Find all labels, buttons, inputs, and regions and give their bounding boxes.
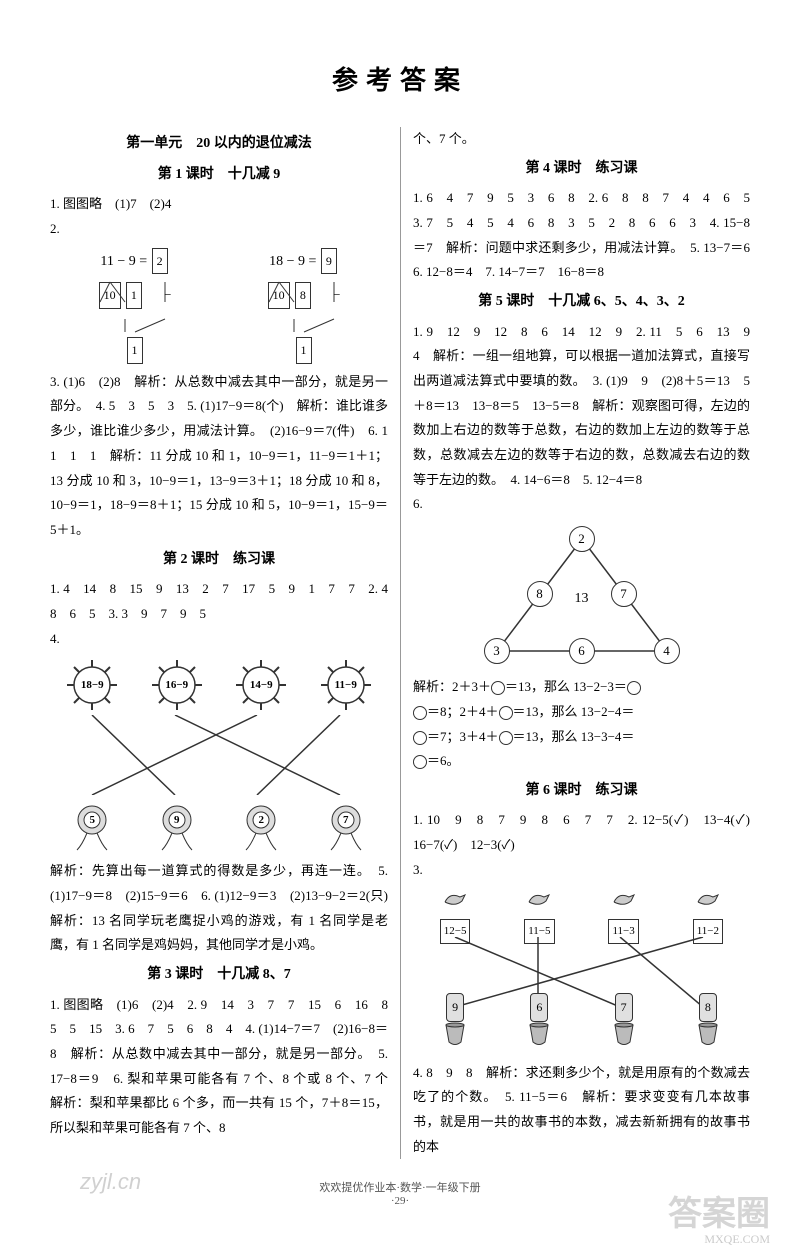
blank-circle [413,755,427,769]
lesson5-title: 第 5 课时 十几减 6、5、4、3、2 [413,289,750,316]
tri-ml: 8 [527,581,553,607]
page-title: 参考答案 [50,60,750,97]
flower-top-3: 11−9 [316,655,376,715]
l5-text2: 解析：2＋3＋＝13，那么 13−2−3＝ ＝8；2＋4＋＝13，那么 13−2… [413,675,750,774]
tri-center: 13 [569,586,595,612]
tri-bm: 6 [569,638,595,664]
watermark-logo: 答案圈 [668,1186,770,1235]
bird-icon [609,887,639,909]
cup-2: 7 [594,993,654,1056]
l2-q1: 1. 4 14 8 15 9 13 2 7 17 5 9 1 7 7 2. 4 … [50,577,388,626]
blank-circle [627,681,641,695]
bird-0: 12−5 [425,887,485,945]
watermark-zyjl: zyjl.cn [80,1169,141,1195]
l3-text: 1. 图图略 (1)6 (2)4 2. 9 14 3 7 7 15 6 16 8… [50,993,388,1141]
bird-2: 11−3 [594,887,654,945]
tree1: 11 − 9 = 2 10 1 − [90,248,180,364]
bird-row: 12−5 11−5 11−3 11−2 [413,887,750,945]
lesson6-title: 第 6 课时 练习课 [413,778,750,805]
cup-0: 9 [425,993,485,1056]
cup-3: 8 [678,993,738,1056]
flower-bot-1: 9 [147,795,207,855]
bird-cup-diagram: 12−5 11−5 11−3 11−2 [413,887,750,1057]
cup-icon [607,1022,641,1048]
tri-br: 4 [654,638,680,664]
blank-circle [499,706,513,720]
l6-q3-label: 3. [413,858,750,883]
subtraction-diagram: 11 − 9 = 2 10 1 − [50,248,388,364]
footer: 欢欢提优作业本·数学·一年级下册 ·29· [50,1179,750,1207]
bird-icon [693,887,723,909]
r-top: 个、7 个。 [413,127,750,152]
page: 参考答案 第一单元 20 以内的退位减法 第 1 课时 十几减 9 1. 图图略… [0,0,800,1255]
flower-top-row: 18−9 16−9 14−9 11−9 [50,655,388,715]
l6-text1: 1. 10 9 8 7 9 8 6 7 7 2. 12−5(✓) 13−4(✓)… [413,808,750,857]
blank-circle [413,706,427,720]
lesson1-title: 第 1 课时 十几减 9 [50,162,388,189]
tri-mr: 7 [611,581,637,607]
lesson2-title: 第 2 课时 练习课 [50,547,388,574]
cup-icon [522,1022,556,1048]
l2-text: 解析：先算出每一道算式的得数是多少，再连一连。 5. (1)17−9＝8 (2)… [50,859,388,958]
bird-3: 11−2 [678,887,738,945]
l4-text: 1. 6 4 7 9 5 3 6 8 2. 6 8 8 7 4 4 6 5 3.… [413,186,750,285]
bird-1: 11−5 [509,887,569,945]
flower-top-1: 16−9 [147,655,207,715]
flower-bot-3: 7 [316,795,376,855]
unit-title: 第一单元 20 以内的退位减法 [50,131,388,158]
bird-icon [440,887,470,909]
q3: 3. (1)6 (2)8 解析：从总数中减去其中一部分，就是另一部分。 4. 5… [50,370,388,543]
flower-bot-2: 2 [231,795,291,855]
flower-top-2: 14−9 [231,655,291,715]
columns: 第一单元 20 以内的退位减法 第 1 课时 十几减 9 1. 图图略 (1)7… [50,127,750,1159]
l6-text2: 4. 8 9 8 解析：求还剩多少个，就是用原有的个数减去吃了的个数。 5. 1… [413,1061,750,1160]
watermark-url: MXQE.COM [704,1232,770,1247]
tri-bl: 3 [484,638,510,664]
lesson3-title: 第 3 课时 十几减 8、7 [50,962,388,989]
l2-q4-label: 4. [50,627,388,652]
flower-bottom-row: 5 9 2 7 [50,795,388,855]
lesson4-title: 第 4 课时 练习课 [413,156,750,183]
cup-icon [691,1022,725,1048]
blank-circle [413,731,427,745]
flower-bot-0: 5 [62,795,122,855]
q2-label: 2. [50,217,388,242]
flower-diagram: 18−9 16−9 14−9 11−9 [50,655,388,855]
cup-row: 9 6 7 8 [413,993,750,1056]
right-column: 个、7 个。 第 4 课时 练习课 1. 6 4 7 9 5 3 6 8 2. … [400,127,750,1159]
triangle-diagram: 2 8 13 7 3 6 4 [472,521,692,671]
l5-text1: 1. 9 12 9 12 8 6 14 12 9 2. 11 5 6 13 9 … [413,320,750,493]
bird-icon [524,887,554,909]
blank-circle [491,681,505,695]
tree2: 18 − 9 = 9 10 8 − [259,248,349,364]
tri-top: 2 [569,526,595,552]
flower-top-0: 18−9 [62,655,122,715]
l5-q6-label: 6. [413,492,750,517]
blank-circle [499,731,513,745]
flower-lines [50,715,388,795]
q1: 1. 图图略 (1)7 (2)4 [50,192,388,217]
cup-icon [438,1022,472,1048]
cup-1: 6 [509,993,569,1056]
left-column: 第一单元 20 以内的退位减法 第 1 课时 十几减 9 1. 图图略 (1)7… [50,127,400,1159]
